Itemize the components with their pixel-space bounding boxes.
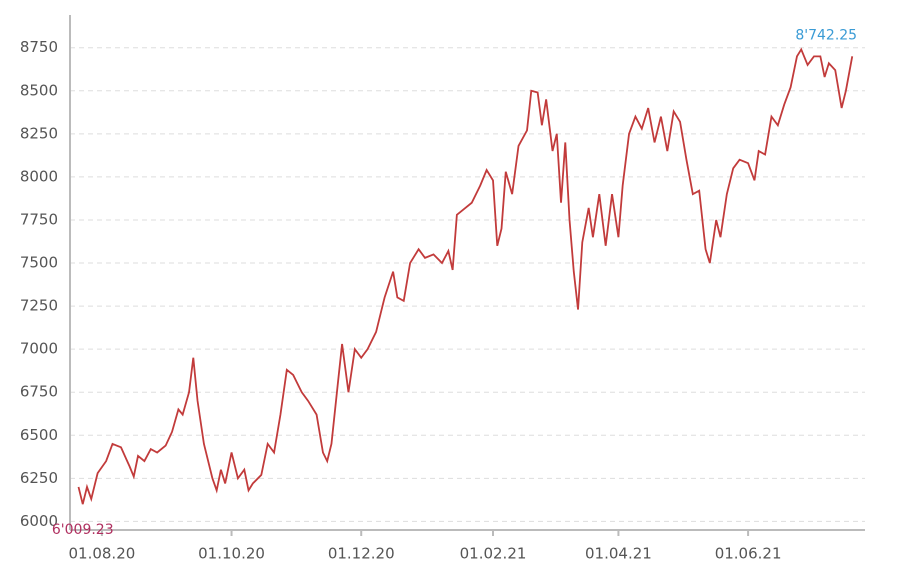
y-tick-label: 7500 (20, 254, 58, 272)
y-tick-label: 7750 (20, 210, 58, 228)
y-tick-label: 8250 (20, 124, 58, 142)
y-tick-label: 6500 (20, 426, 58, 444)
x-tick-label: 01.06.21 (715, 545, 782, 563)
price-line (77, 47, 854, 505)
y-tick-label: 8750 (20, 38, 58, 56)
y-tick-label: 6000 (20, 512, 58, 530)
x-tick-label: 01.04.21 (585, 545, 652, 563)
y-tick-label: 7000 (20, 340, 58, 358)
min-annotation: 6'009.23 (52, 522, 114, 538)
y-tick-label: 6250 (20, 469, 58, 487)
x-tick-label: 01.08.20 (68, 545, 135, 563)
y-tick-label: 8000 (20, 167, 58, 185)
y-tick-label: 8500 (20, 81, 58, 99)
x-tick-label: 01.10.20 (198, 545, 265, 563)
y-tick-label: 6750 (20, 383, 58, 401)
max-annotation: 8'742.25 (795, 27, 857, 43)
x-tick-label: 01.02.21 (460, 545, 527, 563)
x-tick-label: 01.12.20 (328, 545, 395, 563)
y-tick-label: 7250 (20, 297, 58, 315)
